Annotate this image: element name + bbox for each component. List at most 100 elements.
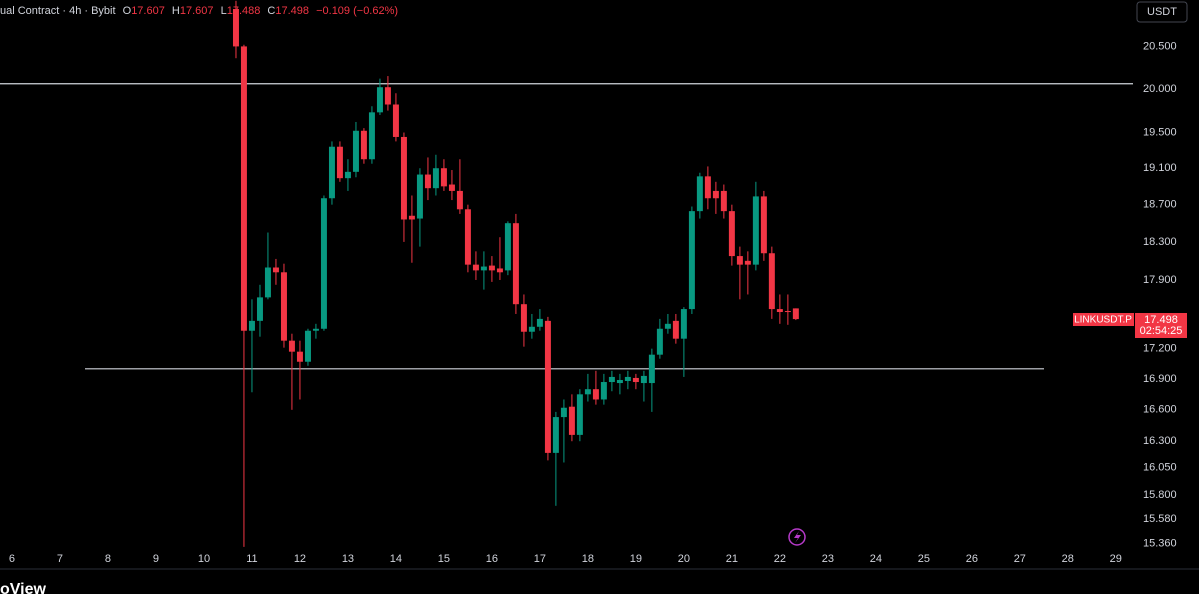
- x-tick-label: 20: [678, 553, 690, 565]
- candle-body: [728, 211, 735, 257]
- brand: oView: [0, 581, 47, 594]
- candle-body: [648, 354, 655, 384]
- x-tick-label: 27: [1014, 553, 1026, 565]
- plot-area: [0, 0, 1133, 547]
- candle-body: [424, 174, 431, 189]
- x-tick-label: 24: [870, 553, 882, 565]
- candle-body: [432, 168, 439, 189]
- ohlc-value: 17.498: [275, 5, 309, 17]
- candle-body: [344, 171, 351, 179]
- currency-button[interactable]: [1136, 1, 1188, 23]
- candle-body: [448, 184, 455, 191]
- candle-body: [336, 146, 343, 179]
- candle-body: [672, 320, 679, 339]
- y-tick-label: 16.900: [1143, 373, 1177, 385]
- event-icon-bolt: [794, 531, 801, 543]
- x-tick-label: 28: [1062, 553, 1074, 565]
- candle-body: [280, 272, 287, 341]
- y-tick-label: 19.100: [1143, 162, 1177, 174]
- ohlc-value: 17.488: [227, 5, 261, 17]
- candle-body: [456, 190, 463, 210]
- candle-body: [472, 264, 479, 271]
- candle-body: [560, 407, 567, 418]
- candle-body: [464, 209, 471, 265]
- candle-body: [360, 130, 367, 160]
- candle-body: [592, 389, 599, 400]
- candle-body: [304, 330, 311, 362]
- candle-body: [504, 223, 511, 271]
- candle-body: [584, 389, 591, 395]
- x-tick-label: 11: [246, 553, 257, 565]
- ohlc-label: O: [123, 5, 132, 17]
- candle-body: [520, 304, 527, 332]
- event-icon[interactable]: [788, 528, 806, 546]
- legend-header: ual Contract · 4h · Bybit O17.607 H17.60…: [0, 5, 398, 17]
- y-tick-label: 16.050: [1143, 462, 1177, 474]
- x-tick-label: 21: [726, 553, 738, 565]
- candle-body: [328, 146, 335, 199]
- x-tick-label: 8: [105, 553, 111, 565]
- symbol-info: ual Contract · 4h · Bybit: [0, 5, 116, 17]
- symbol-tag-label: LINKUSDT.P: [1074, 315, 1132, 326]
- candle-body: [664, 323, 671, 329]
- x-tick-label: 16: [486, 553, 498, 565]
- candle-body: [408, 215, 415, 220]
- candle-body: [376, 87, 383, 113]
- candle-body: [496, 268, 503, 273]
- price-change: −0.109 (−0.62%): [316, 5, 398, 17]
- candle-body: [552, 417, 559, 453]
- candle-body: [640, 375, 647, 384]
- y-tick-label: 16.600: [1143, 404, 1177, 416]
- candle-body: [320, 198, 327, 329]
- price-tag: [1135, 313, 1187, 338]
- symbol-tag: [1073, 313, 1134, 326]
- candle-body: [744, 260, 751, 265]
- y-tick-label: 17.900: [1143, 274, 1177, 286]
- candle-body: [536, 318, 543, 327]
- candle-body: [544, 320, 551, 453]
- candle-body: [512, 223, 519, 305]
- candle-body: [392, 104, 399, 137]
- candle-body: [256, 297, 263, 321]
- x-tick-label: 22: [774, 553, 786, 565]
- candle-body: [272, 267, 279, 273]
- candle-body: [296, 351, 303, 362]
- x-tick-label: 25: [918, 553, 930, 565]
- candle-body: [440, 168, 447, 187]
- candle-body: [368, 112, 375, 160]
- candle-body: [616, 379, 623, 384]
- currency-button-label[interactable]: USDT: [1147, 6, 1177, 18]
- y-tick-label: 17.200: [1143, 343, 1177, 355]
- candle-body: [792, 308, 799, 320]
- y-tick-label: 20.500: [1143, 40, 1177, 52]
- x-tick-label: 6: [9, 553, 15, 565]
- ohlc-value: 17.607: [180, 5, 214, 17]
- candle-body: [720, 190, 727, 212]
- x-tick-label: 18: [582, 553, 594, 565]
- candle-body: [736, 256, 743, 265]
- candle-body: [752, 196, 759, 265]
- candle-body: [568, 406, 575, 435]
- y-tick-label: 19.500: [1143, 126, 1177, 138]
- candle-body: [760, 196, 767, 254]
- y-tick-label: 18.300: [1143, 236, 1177, 248]
- candle-body: [480, 266, 487, 271]
- candle-body: [488, 265, 495, 271]
- candle-body: [768, 253, 775, 310]
- candle-body: [264, 267, 271, 298]
- ohlc-value: 17.607: [131, 5, 165, 17]
- last-price: 17.498: [1144, 314, 1178, 326]
- candle-body: [576, 394, 583, 435]
- candle-body: [240, 46, 247, 331]
- candle-body: [680, 309, 687, 339]
- candle-body: [624, 376, 631, 382]
- x-tick-label: 7: [57, 553, 63, 565]
- y-tick-label: 15.580: [1143, 513, 1177, 525]
- candle-body: [288, 340, 295, 352]
- candle-body: [712, 190, 719, 199]
- candle-body: [248, 320, 255, 331]
- candle-body: [384, 87, 391, 105]
- candle-body: [656, 328, 663, 355]
